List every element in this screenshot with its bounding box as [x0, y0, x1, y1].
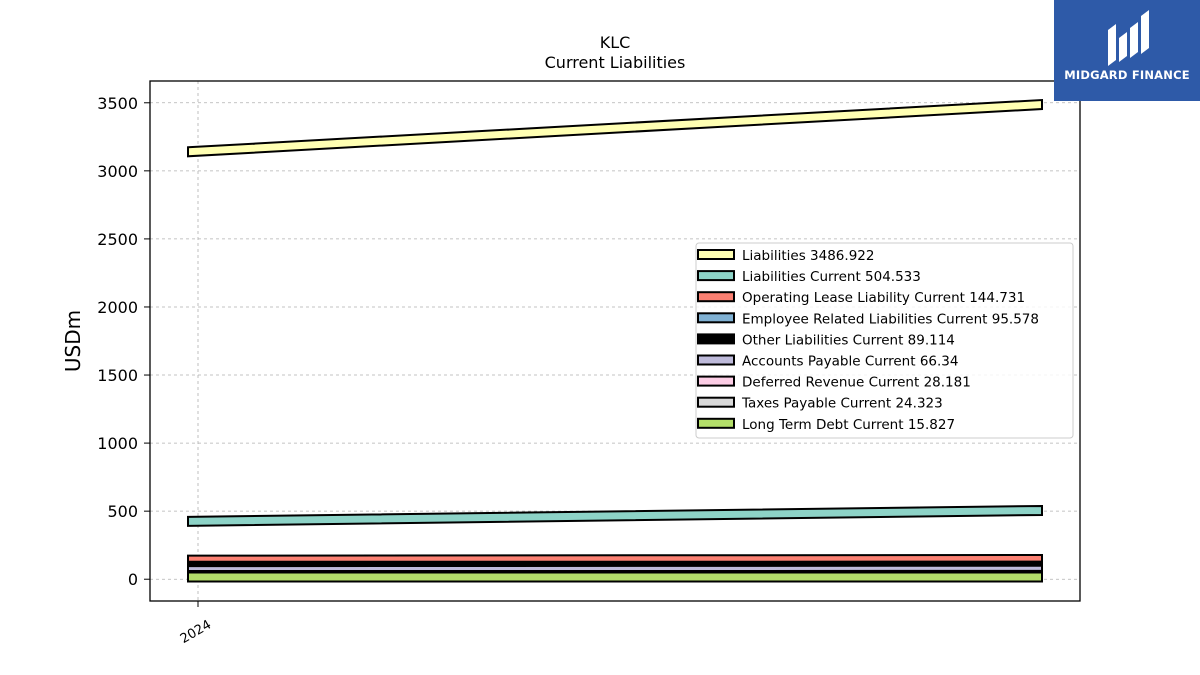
series-layer: [187, 98, 1043, 583]
y-tick-label: 2500: [97, 230, 138, 249]
legend-entry: Other Liabilities Current 89.114: [742, 332, 955, 348]
legend-entry: Taxes Payable Current 24.323: [741, 396, 943, 412]
x-tick-label: 2024: [178, 617, 214, 647]
y-tick-label: 3000: [97, 162, 138, 181]
plot-frame: [149, 80, 1081, 602]
y-tick-label: 3500: [97, 94, 138, 113]
legend-swatch: [697, 417, 735, 429]
y-tick-label: 0: [128, 570, 138, 589]
chart-title: KLC: [600, 33, 631, 52]
chart-subtitle: Current Liabilities: [545, 53, 686, 72]
logo-mark-icon: [1108, 10, 1149, 66]
brand-logo: MIDGARD FINANCE: [1054, 0, 1200, 101]
legend-entry: Liabilities Current 504.533: [742, 269, 921, 285]
legend-swatch: [697, 270, 735, 282]
series-band-liabilities-current: [187, 504, 1043, 527]
legend-entry: Operating Lease Liability Current 144.73…: [742, 290, 1025, 306]
legend-swatch: [697, 291, 735, 303]
legend-box: [695, 242, 1074, 439]
logo-text: MIDGARD FINANCE: [1064, 68, 1190, 82]
legend-entry: Employee Related Liabilities Current 95.…: [742, 311, 1039, 327]
legend-swatch: [697, 333, 735, 345]
y-axis-label: USDm: [61, 310, 85, 372]
y-tick-label: 1000: [97, 434, 138, 453]
y-tick-label: 2000: [97, 298, 138, 317]
legend-entry: Liabilities 3486.922: [742, 248, 874, 264]
y-tick-label: 500: [107, 502, 138, 521]
legend-entry: Deferred Revenue Current 28.181: [742, 375, 971, 391]
legend-swatch: [697, 249, 735, 260]
x-axis: 2024: [178, 601, 214, 647]
legend-swatch: [697, 312, 735, 324]
legend-entry: Long Term Debt Current 15.827: [742, 417, 955, 433]
series-band-liabilities: [187, 98, 1043, 158]
y-tick-label: 1500: [97, 366, 138, 385]
series-band-long-term-debt-current: [187, 571, 1043, 583]
legend-swatch: [697, 375, 735, 387]
legend: Liabilities 3486.922 Liabilities Current …: [695, 242, 1074, 439]
legend-swatch: [697, 396, 735, 408]
y-axis: 0 500 1000 1500 2000 2500 3000 3500: [97, 94, 150, 589]
legend-swatch: [697, 354, 735, 366]
legend-entry: Accounts Payable Current 66.34: [742, 354, 958, 370]
